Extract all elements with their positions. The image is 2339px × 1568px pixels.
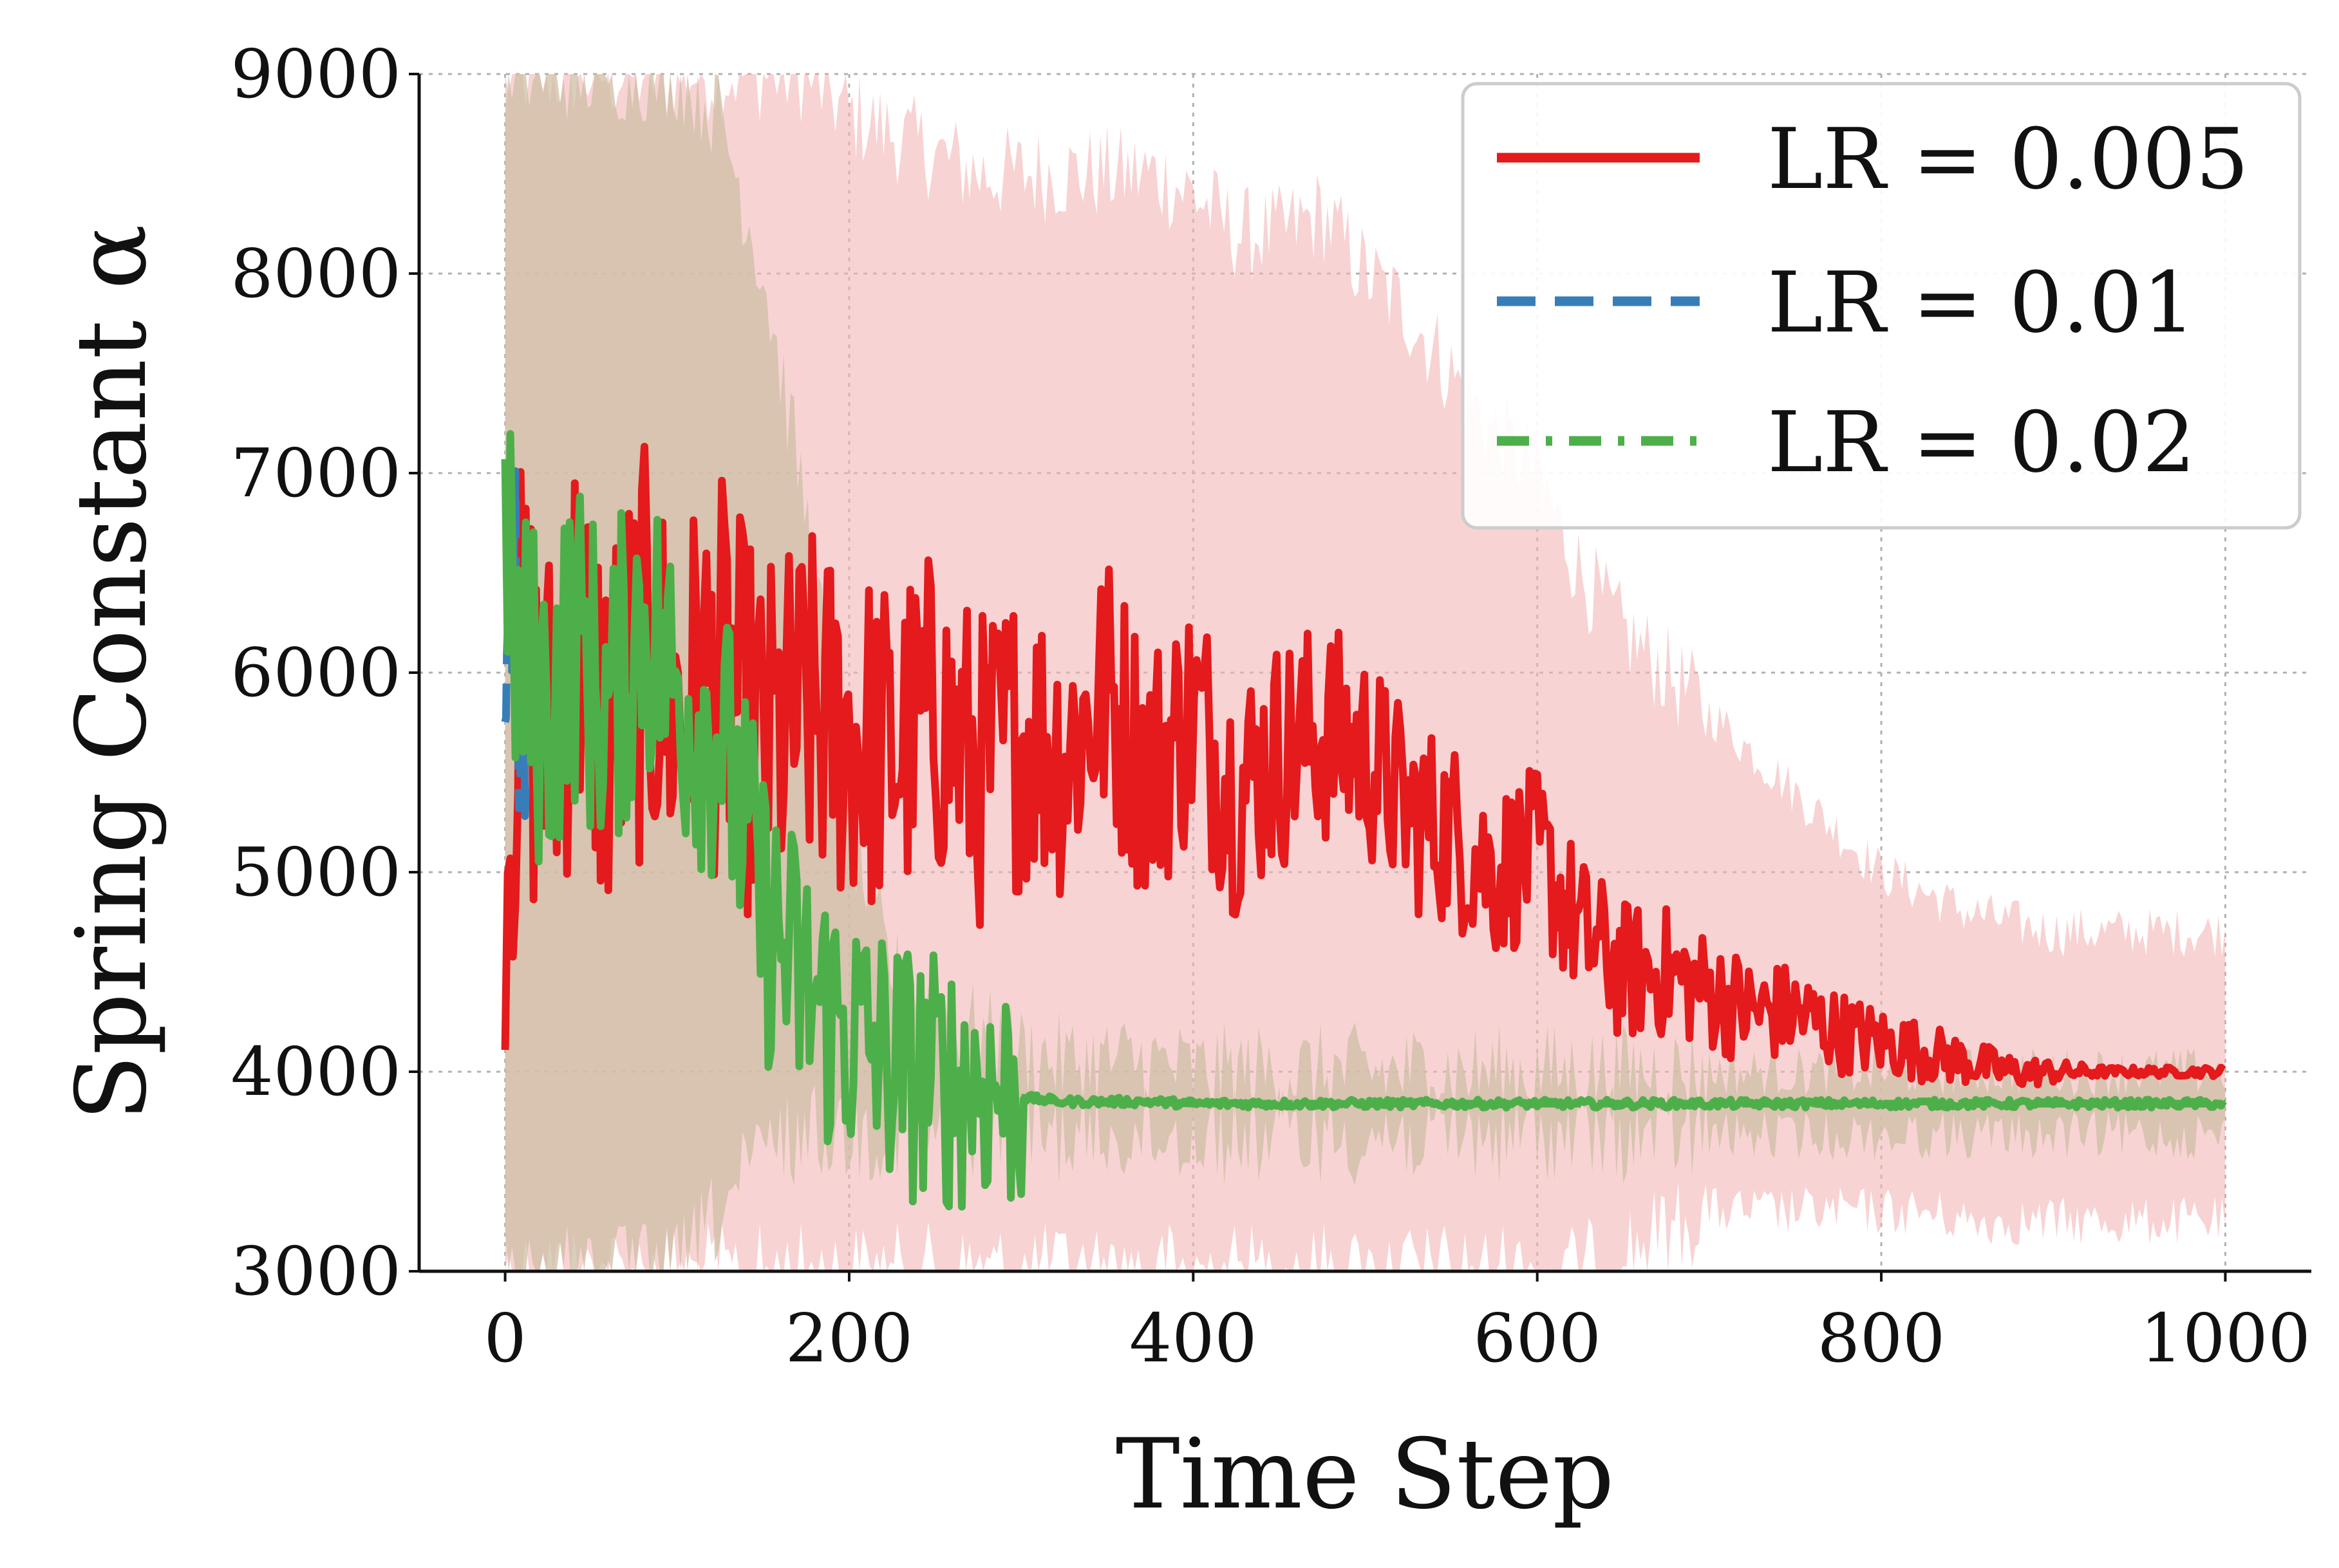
y-tick-label: 4000 [230,1032,401,1111]
y-axis-title: Spring Constant α [56,225,168,1121]
legend-label-lr-002: LR = 0.02 [1767,393,2195,491]
y-tick-label: 5000 [230,833,401,911]
legend-box [1461,82,2302,530]
series-line-0 [501,442,2226,1088]
legend-label-lr-001: LR = 0.01 [1767,254,2195,351]
x-tick-label: 1000 [2140,1299,2311,1377]
y-tick-label: 6000 [230,633,401,712]
legend: LR = 0.005 LR = 0.01 LR = 0.02 [1461,82,2302,530]
x-tick-label: 600 [1473,1299,1601,1377]
series-lines [501,430,2227,1211]
x-axis-title: Time Step [1116,1419,1615,1531]
y-tick-label: 8000 [230,234,401,313]
series-line-2-tail [1020,1094,2226,1108]
y-tick-label: 3000 [230,1232,401,1311]
y-tick-label: 9000 [230,35,401,113]
legend-label-lr-0005: LR = 0.005 [1767,110,2249,208]
y-tick-label: 7000 [230,434,401,512]
x-tick-label: 0 [484,1299,527,1377]
x-tick-label: 800 [1818,1299,1946,1377]
band-2 [505,74,2226,1271]
x-tick-label: 200 [785,1299,914,1377]
x-tick-label: 400 [1129,1299,1257,1377]
tick-labels: 0 200 400 600 800 1000 3000 4000 5000 6000 7000 800… [230,35,2310,1377]
